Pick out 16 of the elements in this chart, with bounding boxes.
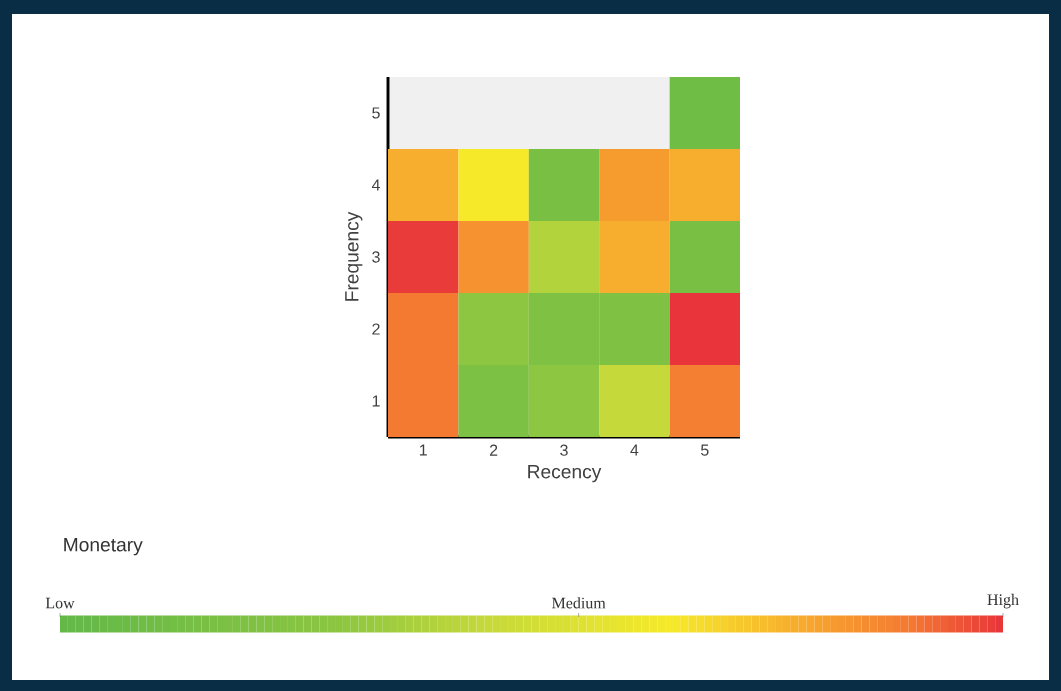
color-bar-title: Monetary	[64, 538, 143, 556]
y-tick-label: 1	[372, 395, 380, 407]
x-tick-label: 5	[701, 444, 709, 456]
x-tick-label: 4	[630, 444, 639, 456]
y-tick-label: 5	[372, 107, 380, 119]
x-tick-label: 2	[489, 444, 498, 456]
color-bar-label: Low	[45, 597, 75, 609]
y-axis-title: Frequency	[345, 211, 363, 301]
color-bar-label: High	[987, 593, 1019, 609]
y-tick-label: 4	[371, 179, 380, 191]
x-axis-title: Recency	[528, 465, 602, 483]
x-tick-label: 1	[419, 444, 427, 456]
x-tick-label: 3	[560, 444, 568, 456]
y-tick-label: 2	[372, 323, 380, 335]
y-tick-label: 3	[372, 251, 380, 263]
color-bar-label: Medium	[552, 597, 606, 609]
